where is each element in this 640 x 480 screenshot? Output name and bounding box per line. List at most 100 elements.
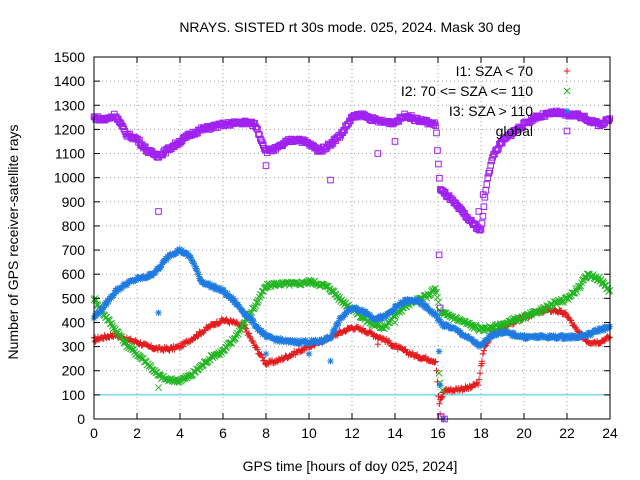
data-point — [476, 370, 484, 377]
y-tick-label: 1300 — [54, 97, 85, 113]
data-point-outlier — [435, 369, 443, 377]
x-tick-label: 18 — [473, 425, 489, 441]
data-point — [390, 307, 398, 315]
y-tick-label: 800 — [62, 218, 86, 234]
data-point — [246, 333, 253, 340]
data-point — [484, 174, 492, 182]
data-point-outlier — [438, 394, 445, 401]
data-point-outlier — [435, 251, 443, 259]
data-point — [254, 346, 261, 353]
data-point — [604, 116, 612, 123]
data-point-outlier — [327, 357, 334, 365]
data-point — [430, 121, 437, 128]
data-point — [245, 330, 252, 337]
data-point — [206, 356, 214, 364]
x-tick-label: 14 — [387, 425, 403, 441]
y-tick-label: 300 — [62, 339, 86, 355]
data-point-outlier — [262, 350, 270, 358]
x-axis-label: GPS time [hours of doy 025, 2024] — [243, 458, 458, 474]
data-points — [90, 107, 614, 423]
data-point — [216, 319, 223, 327]
data-point-outlier — [154, 384, 163, 392]
data-point-outlier — [305, 350, 313, 358]
data-point — [255, 130, 262, 138]
data-point — [318, 280, 326, 288]
data-point — [475, 376, 483, 383]
data-point — [431, 359, 438, 366]
data-point-outlier — [155, 208, 162, 215]
data-point — [446, 312, 454, 321]
y-tick-label: 0 — [77, 411, 85, 427]
y-tick-label: 100 — [62, 387, 86, 403]
data-point — [298, 347, 306, 355]
data-point — [483, 181, 491, 188]
legend-marker — [563, 87, 571, 95]
data-point-outlier — [374, 150, 382, 157]
data-point — [253, 298, 262, 306]
data-point — [331, 327, 339, 334]
data-point — [249, 337, 256, 345]
y-tick-label: 600 — [62, 266, 86, 282]
data-point-outlier — [435, 348, 443, 355]
data-point — [561, 309, 569, 316]
data-point-outlier — [374, 340, 381, 348]
x-tick-label: 0 — [90, 425, 98, 441]
data-point — [250, 318, 257, 325]
data-point — [301, 346, 309, 354]
data-point — [431, 284, 440, 292]
data-point — [232, 331, 240, 339]
data-point — [433, 129, 440, 137]
legend: I1: SZA < 70 I2: 70 <= SZA <= 110 I3: SZA … — [401, 63, 571, 139]
data-point — [261, 357, 268, 364]
y-axis-label: Number of GPS receiver-satellite rays — [5, 125, 21, 360]
data-point — [439, 393, 446, 400]
data-point — [487, 162, 494, 169]
y-tick-label: 1200 — [54, 121, 85, 137]
data-point — [480, 347, 488, 354]
data-point — [194, 333, 201, 340]
x-tick-label: 22 — [559, 425, 575, 441]
data-point — [371, 321, 380, 329]
data-point-outlier — [262, 162, 270, 169]
data-point — [488, 157, 495, 165]
data-point-outlier — [91, 338, 99, 345]
data-point — [257, 135, 264, 143]
data-point — [258, 351, 265, 358]
data-point — [242, 325, 250, 332]
data-point — [436, 400, 443, 407]
data-point — [478, 219, 486, 227]
y-tick-label: 1400 — [54, 73, 85, 89]
data-point — [251, 119, 258, 127]
data-point — [582, 274, 591, 282]
data-point — [250, 339, 257, 347]
data-point — [474, 381, 482, 389]
data-point — [386, 339, 394, 347]
data-point — [130, 345, 138, 354]
x-tick-label: 8 — [262, 425, 270, 441]
data-point — [479, 350, 487, 358]
x-tick-label: 6 — [219, 425, 227, 441]
x-tick-label: 16 — [430, 425, 446, 441]
data-point — [215, 349, 223, 357]
data-point — [562, 310, 570, 318]
x-tick-label: 2 — [133, 425, 141, 441]
data-point — [476, 226, 484, 234]
y-tick-label: 400 — [62, 314, 86, 330]
axes: 0 2 4 6 8 10 12 14 16 18 20 22 240100200300400500600… — [54, 49, 618, 441]
y-tick-label: 700 — [62, 242, 86, 258]
data-point — [413, 351, 421, 358]
data-point — [392, 342, 400, 349]
data-point — [436, 174, 443, 182]
series-3 — [90, 245, 613, 423]
data-point — [166, 347, 173, 354]
legend-label: I1: SZA < 70 — [456, 63, 534, 79]
data-point — [432, 358, 439, 365]
data-point — [605, 117, 613, 125]
chart-title: NRAYS. SISTED rt 30s mode. 025, 2024. Ma… — [179, 19, 520, 35]
data-point — [432, 122, 439, 129]
data-point-outlier — [391, 318, 399, 327]
y-tick-label: 200 — [62, 363, 86, 379]
data-point-outlier — [478, 360, 486, 367]
data-point — [191, 334, 198, 342]
